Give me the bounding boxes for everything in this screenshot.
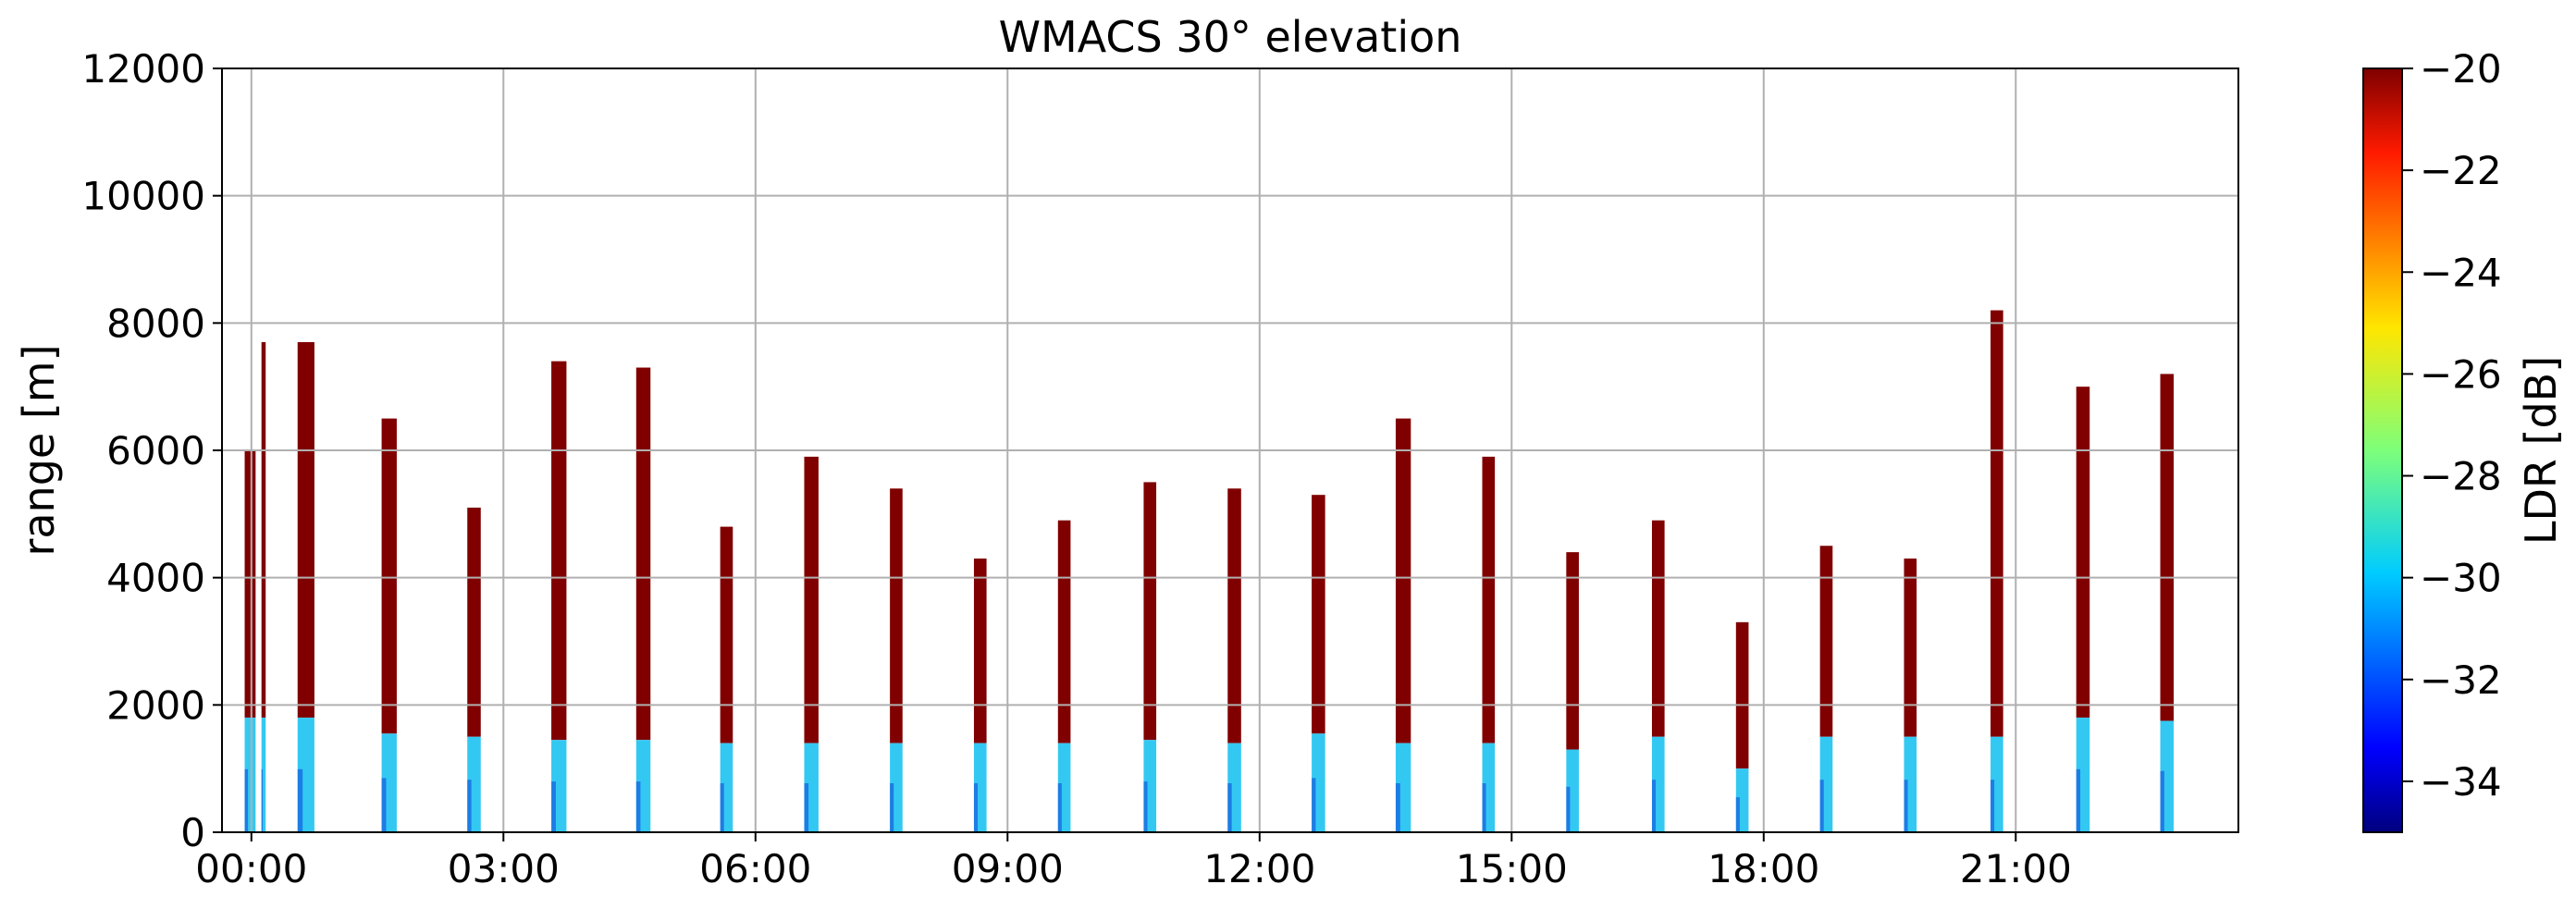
scan-low-ldr-core-11 (1057, 782, 1062, 832)
scan-low-ldr-core-1 (261, 768, 264, 832)
scan-high-ldr-9 (890, 488, 903, 743)
scan-high-ldr-24 (2160, 374, 2175, 721)
scan-low-ldr-core-6 (635, 781, 641, 832)
x-tick-label-1: 03:00 (448, 846, 560, 891)
scan-high-ldr-11 (1057, 520, 1071, 743)
colorbar-tick-label-2: −24 (2420, 250, 2502, 295)
scan-low-ldr-core-2 (297, 768, 303, 832)
y-tick-label-3: 6000 (106, 428, 205, 473)
y-axis: 0 2000 4000 6000 8000 10000 12000 (81, 46, 222, 855)
scan-low-ldr-core-4 (467, 780, 472, 832)
y-tick-label-2: 4000 (106, 556, 205, 601)
y-tick-label-6: 12000 (81, 46, 205, 92)
colorbar-tick-label-7: −34 (2420, 759, 2502, 805)
y-tick-label-1: 2000 (106, 682, 205, 728)
scan-high-ldr-13 (1227, 488, 1241, 743)
scan-low-ldr-1 (261, 718, 266, 832)
scan-low-ldr-core-16 (1482, 782, 1486, 832)
x-tick-label-5: 15:00 (1456, 846, 1568, 891)
colorbar: −20 −22 −24 −26 −28 −30 −32 −34 LDR [dB] (2362, 46, 2566, 833)
scan-high-ldr-23 (2076, 387, 2090, 719)
scan-low-ldr-core-17 (1566, 786, 1571, 832)
scan-high-ldr-17 (1566, 552, 1579, 750)
x-tick-label-6: 18:00 (1707, 846, 1819, 891)
x-tick-label-3: 09:00 (952, 846, 1064, 891)
x-tick-label-7: 21:00 (1960, 846, 2072, 891)
scan-high-ldr-16 (1482, 456, 1496, 743)
chart-title: WMACS 30° elevation (999, 12, 1462, 62)
scan-high-ldr-1 (261, 341, 266, 719)
scan-low-ldr-core-15 (1395, 782, 1400, 832)
colorbar-tick-label-1: −22 (2420, 148, 2502, 193)
scan-high-ldr-6 (635, 367, 651, 741)
x-axis: 00:00 03:00 06:00 09:00 12:00 15:00 18:00 21:00 (195, 832, 2072, 891)
colorbar-label: LDR [dB] (2516, 356, 2566, 545)
scan-low-ldr-core-12 (1143, 781, 1148, 832)
colorbar-tick-label-3: −26 (2420, 351, 2502, 397)
plot-area (221, 68, 2239, 833)
y-tick-label-0: 0 (180, 810, 205, 855)
scan-low-ldr-core-8 (804, 782, 809, 832)
scan-high-ldr-12 (1143, 482, 1157, 741)
colorbar-tick-label-5: −30 (2420, 556, 2502, 601)
scan-low-ldr-core-9 (890, 782, 894, 832)
scan-layer (244, 310, 2175, 832)
scan-high-ldr-0 (244, 450, 256, 719)
scan-high-ldr-21 (1904, 559, 1917, 737)
scan-high-ldr-2 (297, 341, 314, 719)
scan-high-ldr-19 (1735, 621, 1749, 769)
scan-high-ldr-5 (551, 361, 567, 741)
scan-high-ldr-15 (1395, 418, 1411, 743)
scan-low-ldr-core-0 (244, 768, 249, 832)
x-tick-label-0: 00:00 (195, 846, 307, 891)
scan-low-ldr-core-7 (720, 782, 724, 832)
scan-high-ldr-8 (804, 456, 819, 743)
scan-high-ldr-20 (1819, 546, 1833, 737)
x-tick-label-4: 12:00 (1203, 846, 1315, 891)
scan-high-ldr-14 (1312, 495, 1325, 734)
scan-low-ldr-core-21 (1904, 780, 1908, 832)
scan-low-ldr-core-3 (381, 778, 387, 832)
scan-low-ldr-core-22 (1991, 780, 1995, 832)
scan-high-ldr-10 (973, 559, 987, 743)
y-tick-label-4: 8000 (106, 301, 205, 346)
colorbar-gradient (2362, 68, 2403, 833)
scan-low-ldr-core-24 (2160, 770, 2164, 832)
scan-high-ldr-22 (1991, 310, 2003, 737)
scan-low-ldr-core-20 (1819, 780, 1824, 832)
scan-low-ldr-core-19 (1735, 797, 1740, 832)
scan-high-ldr-18 (1651, 520, 1665, 737)
scan-low-ldr-core-10 (973, 782, 979, 832)
x-tick-label-2: 06:00 (699, 846, 811, 891)
scan-high-ldr-7 (720, 526, 733, 743)
scan-low-ldr-core-5 (551, 781, 556, 832)
scan-low-ldr-core-18 (1651, 780, 1657, 832)
scan-low-ldr-core-14 (1312, 778, 1316, 832)
scan-high-ldr-4 (467, 507, 481, 737)
scan-low-ldr-core-23 (2076, 768, 2081, 832)
scan-low-ldr-0 (244, 718, 256, 832)
colorbar-tick-label-0: −20 (2420, 46, 2502, 92)
scan-high-ldr-3 (381, 418, 397, 734)
colorbar-tick-label-4: −28 (2420, 454, 2502, 499)
y-axis-label: range [m] (14, 344, 64, 556)
colorbar-ticks: −20 −22 −24 −26 −28 −30 −32 −34 (2402, 46, 2502, 805)
colorbar-tick-label-6: −32 (2420, 657, 2502, 703)
scan-low-ldr-core-13 (1227, 782, 1232, 832)
y-tick-label-5: 10000 (81, 174, 205, 219)
